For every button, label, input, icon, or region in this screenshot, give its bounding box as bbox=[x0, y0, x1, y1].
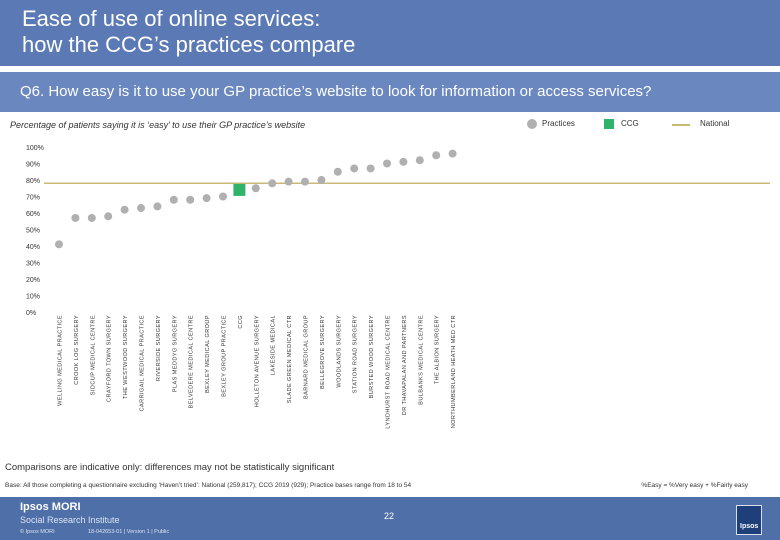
question-banner: Q6. How easy is it to use your GP practi… bbox=[0, 72, 780, 112]
practice-point bbox=[251, 184, 260, 193]
practice-point bbox=[153, 202, 162, 211]
legend-national-label: National bbox=[700, 119, 730, 128]
practice-point bbox=[186, 195, 195, 204]
y-tick-label: 20% bbox=[26, 277, 40, 284]
legend-national-line bbox=[672, 124, 690, 126]
y-tick-label: 40% bbox=[26, 244, 40, 251]
practice-point bbox=[448, 149, 457, 158]
category-label: BEXLEY GROUP PRACTICE bbox=[222, 315, 228, 397]
practice-point bbox=[55, 240, 63, 249]
practice-point bbox=[366, 164, 375, 173]
title-line-1: Ease of use of online services: bbox=[22, 6, 321, 31]
practice-point bbox=[120, 205, 129, 214]
copyright: © Ipsos MORI bbox=[20, 529, 55, 535]
scatter-chart: 0% 10% 20% 30% 40% 50% 60% 70% 80% 90% 100% WELLIN… bbox=[26, 145, 770, 429]
category-label: BULBANKS MEDICAL CENTRE bbox=[418, 315, 424, 405]
practice-point bbox=[104, 212, 113, 221]
title-banner: Ease of use of online services: how the … bbox=[0, 0, 780, 66]
base-note: Base: All those completing a questionnai… bbox=[5, 482, 412, 489]
practice-point bbox=[317, 176, 326, 184]
page-number: 22 bbox=[384, 511, 395, 521]
category-label: LAKESIDE MEDICAL bbox=[271, 315, 277, 375]
ccg-marker bbox=[233, 183, 246, 196]
category-label: THE ALBION SURGERY bbox=[435, 315, 441, 384]
category-label: PLAS MEDDYG SURGERY bbox=[172, 315, 178, 392]
practice-point bbox=[350, 164, 359, 173]
footer: Ipsos MORI Social Research Institute © I… bbox=[0, 497, 780, 540]
title-line-2: how the CCG’s practices compare bbox=[22, 32, 356, 57]
category-label: HOLLETON AVENUE SURGERY bbox=[254, 315, 260, 407]
practice-point bbox=[137, 204, 145, 213]
category-label: THE WESTWOOD SURGERY bbox=[123, 315, 129, 399]
ipsos-mori-logo-text: Ipsos MORI bbox=[20, 501, 81, 513]
category-label: RIVERSIDE SURGERY bbox=[156, 315, 162, 381]
category-label: NORTHUMBERLAND HEATH MED CTR bbox=[451, 315, 457, 428]
category-label: CROOK LOG SURGERY bbox=[74, 315, 80, 385]
category-label: STATION ROAD SURGERY bbox=[353, 315, 359, 393]
social-research-institute: Social Research Institute bbox=[20, 515, 120, 525]
practice-point bbox=[87, 213, 96, 222]
category-label: WELLING MEDICAL PRACTICE bbox=[58, 315, 64, 406]
practice-point bbox=[202, 194, 211, 203]
category-label: BURSTED WOOD SURGERY bbox=[369, 315, 375, 398]
chart-subtitle: Percentage of patients saying it is ‘eas… bbox=[10, 120, 306, 130]
ipsos-logo-label: Ipsos bbox=[740, 523, 759, 530]
practice-point bbox=[284, 177, 293, 186]
practice-point bbox=[415, 156, 424, 165]
category-label: SLADE GREEN MEDICAL CTR bbox=[287, 315, 293, 403]
category-label: BEXLEY MEDICAL GROUP bbox=[205, 315, 211, 393]
y-tick-label: 70% bbox=[26, 195, 40, 202]
y-tick-label: 0% bbox=[26, 310, 36, 317]
y-tick-label: 50% bbox=[26, 228, 40, 235]
ipsos-logo-icon: Ipsos bbox=[736, 505, 762, 535]
legend-practices-label: Practices bbox=[542, 119, 575, 128]
comparison-note: Comparisons are indicative only: differe… bbox=[5, 462, 335, 473]
category-label: CARRIGAIL MEDICAL PRACTICE bbox=[140, 315, 146, 411]
category-label: BELVEDERE MEDICAL CENTRE bbox=[189, 315, 195, 409]
category-label: CRAYFORD TOWN SURGERY bbox=[107, 315, 113, 402]
practice-point bbox=[219, 192, 227, 201]
practice-point bbox=[432, 151, 441, 160]
easy-definition: %Easy = %Very easy + %Fairly easy bbox=[641, 482, 748, 489]
category-label: CCG bbox=[238, 315, 244, 329]
slide-title: Ease of use of online services: how the … bbox=[22, 6, 355, 58]
category-label: BARNARD MEDICAL GROUP bbox=[304, 315, 310, 399]
y-tick-label: 80% bbox=[26, 178, 40, 185]
legend-ccg-marker bbox=[604, 119, 614, 129]
y-tick-label: 100% bbox=[26, 145, 44, 152]
report-reference: 18-042653-01 | Version 1 | Public bbox=[88, 529, 170, 535]
legend-ccg-label: CCG bbox=[621, 119, 639, 128]
category-label: BELLEGROVE SURGERY bbox=[320, 315, 326, 389]
practice-point bbox=[169, 195, 178, 204]
practice-point bbox=[383, 159, 391, 168]
category-label: SIDCUP MEDICAL CENTRE bbox=[90, 315, 96, 395]
practice-point bbox=[399, 157, 408, 166]
y-tick-label: 90% bbox=[26, 162, 40, 169]
y-tick-label: 30% bbox=[26, 261, 40, 268]
y-tick-label: 60% bbox=[26, 211, 40, 218]
practice-point bbox=[301, 177, 309, 186]
question-text: Q6. How easy is it to use your GP practi… bbox=[20, 83, 652, 100]
practice-point bbox=[268, 179, 277, 188]
practice-point bbox=[333, 167, 342, 176]
legend-practices-marker bbox=[527, 119, 537, 129]
category-label: WOODLANDS SURGERY bbox=[336, 315, 342, 388]
y-tick-label: 10% bbox=[26, 294, 40, 301]
category-label: LYNDHURST ROAD MEDICAL CENTRE bbox=[386, 315, 392, 429]
category-label: DR THAVAPALAN AND PARTNERS bbox=[402, 315, 408, 415]
practice-point bbox=[71, 213, 80, 222]
